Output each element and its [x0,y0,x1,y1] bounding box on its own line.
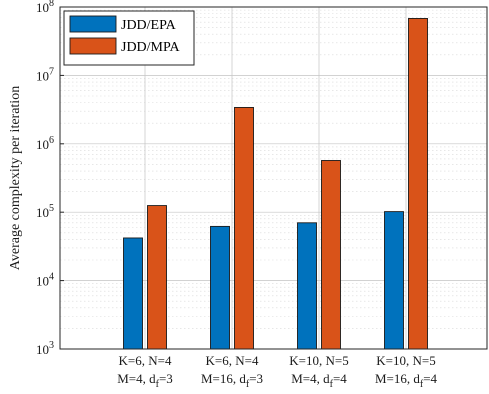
legend-swatch [69,15,117,33]
bar-mpa [408,18,428,350]
bar-epa [210,225,230,350]
x-tick-label-line1: K=10, N=5 [376,353,435,368]
x-tick-label-line2: M=4, df=4 [291,371,347,390]
bar-epa [384,211,404,350]
y-ticks: 103 104 105 106 107 108 [36,0,64,357]
y-axis-label: Average complexity per iteration [8,86,23,270]
x-tick-label-line2: M=16, df=4 [375,371,438,390]
legend-label: JDD/MPA [121,40,181,55]
bars [123,18,428,350]
x-tick-label-line1: K=6, N=4 [119,353,172,368]
x-tick-label-line1: K=6, N=4 [206,353,259,368]
x-tick-label-line1: K=10, N=5 [289,353,348,368]
x-tick-labels: K=6, N=4 M=4, df=3 K=6, N=4 M=16, df=3 K=10,… [117,353,437,390]
y-tick-label: 108 [36,0,54,15]
x-tick-label-line2: M=4, df=3 [117,371,173,390]
y-tick-label: 103 [36,340,54,357]
legend-swatch [69,37,117,55]
legend: JDD/EPA JDD/MPA [63,10,195,66]
y-tick-label: 106 [36,135,54,152]
y-tick-label: 107 [36,66,54,83]
bar-mpa [234,106,254,350]
legend-label: JDD/EPA [121,18,177,33]
bar-mpa [147,205,167,350]
plot-frame [59,6,488,350]
bar-epa [297,222,317,350]
x-tick-label-line2: M=16, df=3 [201,371,263,390]
bar-mpa [321,160,341,350]
y-tick-label: 105 [36,203,54,220]
bar-epa [123,237,143,350]
y-tick-label: 104 [36,272,54,289]
